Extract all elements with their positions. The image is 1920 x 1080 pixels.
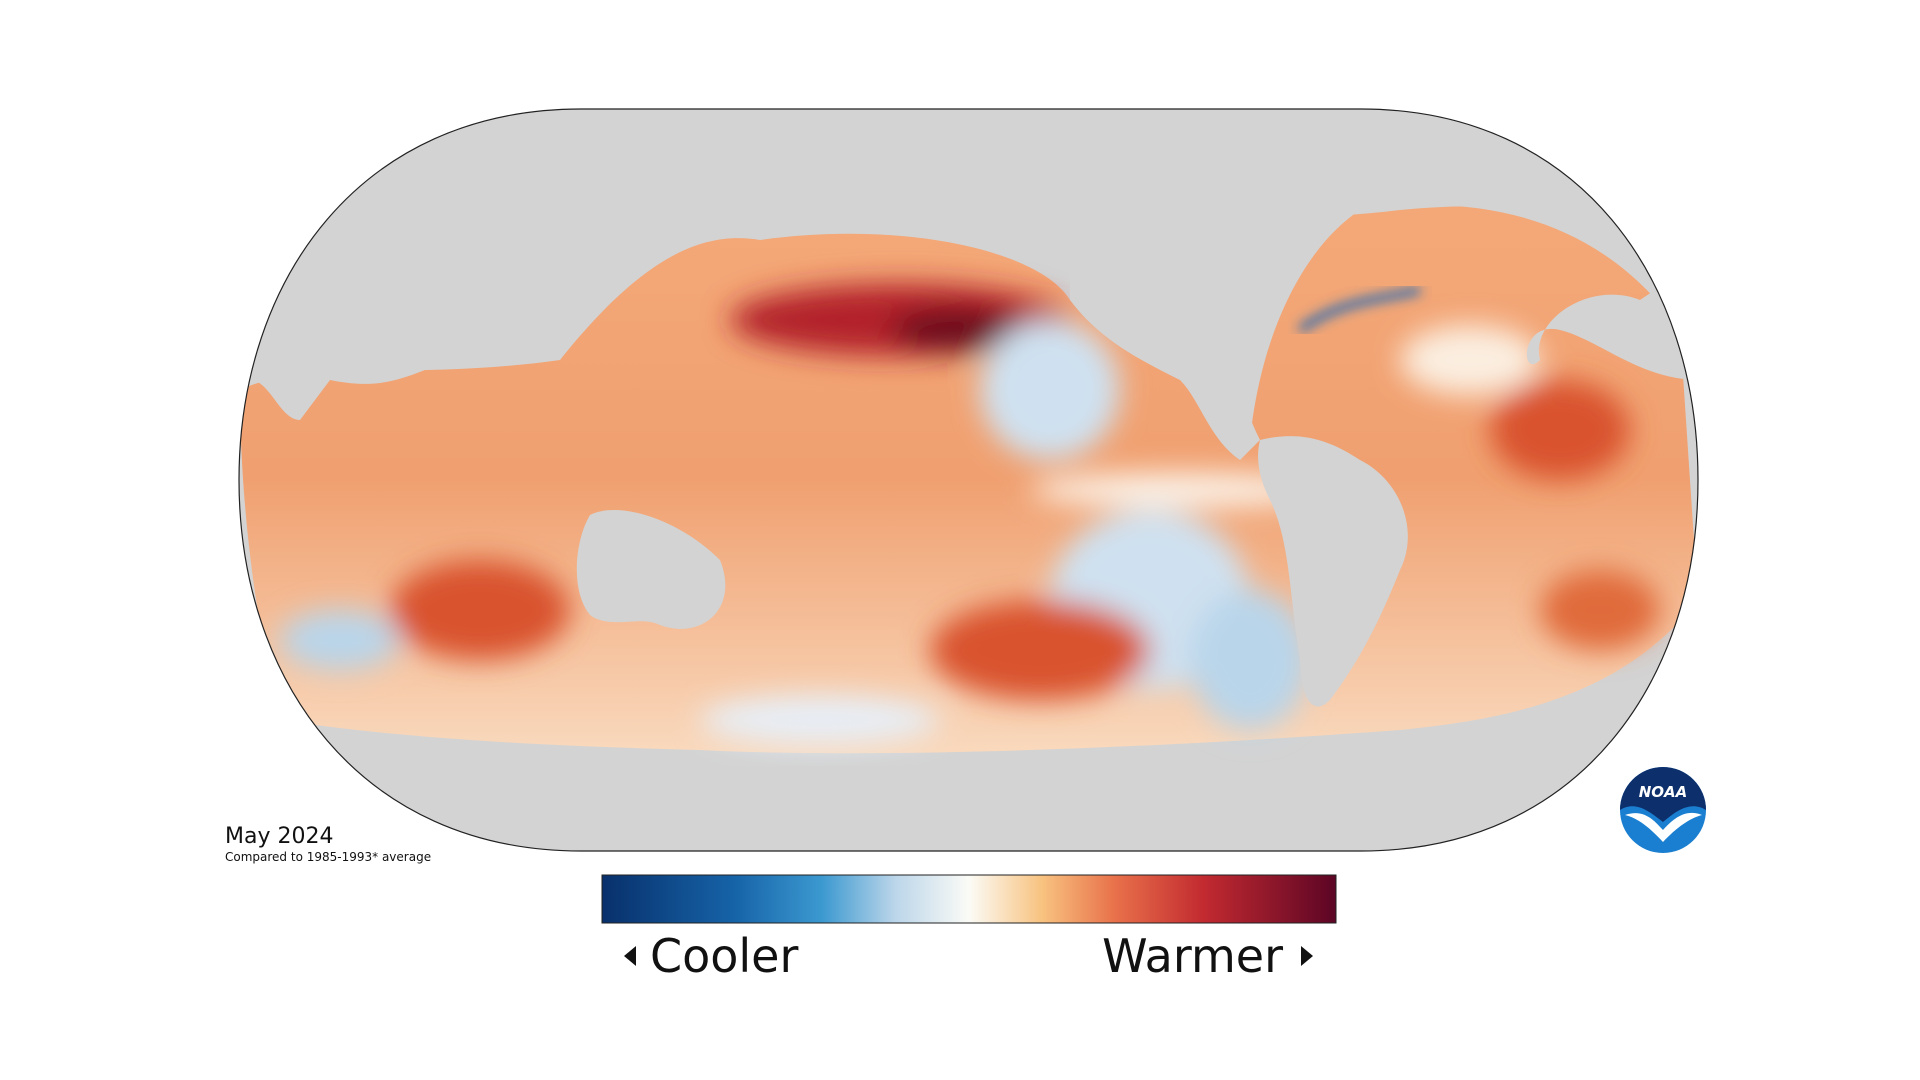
map-outline — [238, 108, 1699, 852]
continents — [240, 110, 1698, 851]
arrow-right — [1301, 946, 1313, 966]
anomaly-patches — [280, 284, 1660, 745]
logo-text: NOAA — [1639, 783, 1688, 801]
legend-high: Warmer — [1102, 929, 1283, 983]
map-baseline: Compared to 1985-1993* average — [225, 850, 431, 864]
legend-low: Cooler — [650, 929, 798, 983]
map-date: May 2024 — [225, 824, 333, 849]
color-scale — [601, 874, 1337, 924]
arrow-left — [624, 946, 636, 966]
map — [239, 109, 1698, 851]
noaa-logo: NOAA — [1620, 767, 1706, 853]
